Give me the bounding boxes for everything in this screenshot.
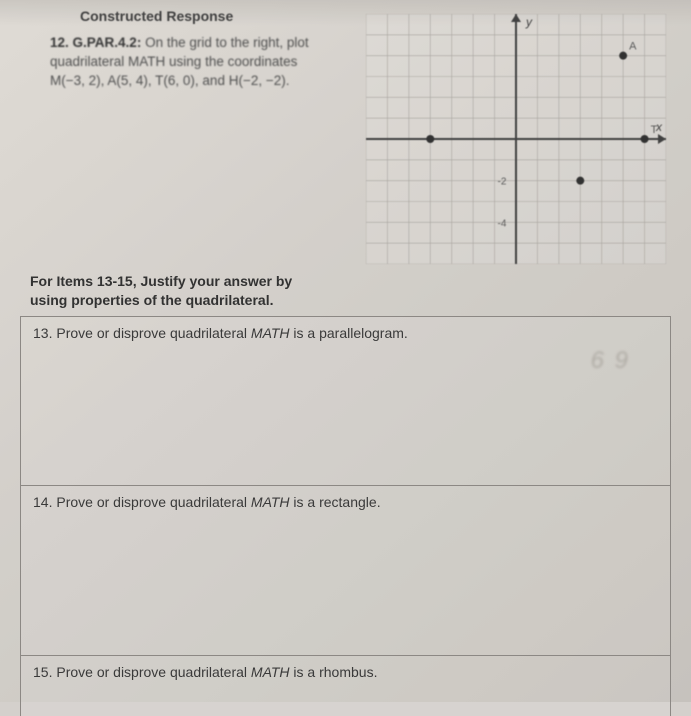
q15-ital: MATH xyxy=(251,664,290,680)
q14-ital: MATH xyxy=(251,494,290,510)
q15-lead: Prove or disprove quadrilateral xyxy=(56,664,251,680)
question-13-box: 13. Prove or disprove quadrilateral MATH… xyxy=(20,316,671,486)
q12-line2: quadrilateral MATH using the coordinates xyxy=(50,54,297,69)
q13-ital: MATH xyxy=(251,325,290,341)
question-15-box: 15. Prove or disprove quadrilateral MATH… xyxy=(20,656,671,716)
svg-text:T: T xyxy=(650,124,657,136)
q15-tail: is a rhombus. xyxy=(290,664,378,680)
question-14-box: 14. Prove or disprove quadrilateral MATH… xyxy=(20,486,671,656)
q13-number: 13. xyxy=(33,325,52,341)
graph-container: yx-2-4AT xyxy=(360,14,671,264)
question-12-text: 12. G.PAR.4.2: On the grid to the right,… xyxy=(20,34,360,91)
svg-text:-2: -2 xyxy=(497,177,506,188)
q12-number: 12. xyxy=(50,35,69,50)
q13-tail: is a parallelogram. xyxy=(290,325,408,341)
question-12-row: 12. G.PAR.4.2: On the grid to the right,… xyxy=(20,34,671,264)
q14-tail: is a rectangle. xyxy=(290,494,381,510)
q12-line1: On the grid to the right, plot xyxy=(145,35,309,50)
instructions-line1: For Items 13-15, Justify your answer by xyxy=(30,273,292,289)
q12-standard: G.PAR.4.2: xyxy=(73,35,142,50)
instructions-line2: using properties of the quadrilateral. xyxy=(30,292,273,308)
handwriting-scribble: 6 9 xyxy=(591,347,630,375)
svg-text:y: y xyxy=(525,15,533,29)
q15-number: 15. xyxy=(33,664,52,680)
svg-text:A: A xyxy=(629,41,637,53)
coordinate-grid: yx-2-4AT xyxy=(366,14,666,264)
question-13-prompt: 13. Prove or disprove quadrilateral MATH… xyxy=(33,325,658,341)
q13-lead: Prove or disprove quadrilateral xyxy=(56,325,251,341)
q14-number: 14. xyxy=(33,494,52,510)
question-14-prompt: 14. Prove or disprove quadrilateral MATH… xyxy=(33,494,658,510)
question-15-prompt: 15. Prove or disprove quadrilateral MATH… xyxy=(33,664,658,680)
q14-lead: Prove or disprove quadrilateral xyxy=(56,494,251,510)
svg-text:-4: -4 xyxy=(497,218,506,229)
instructions: For Items 13-15, Justify your answer by … xyxy=(30,272,671,310)
q12-line3: M(−3, 2), A(5, 4), T(6, 0), and H(−2, −2… xyxy=(50,73,289,88)
